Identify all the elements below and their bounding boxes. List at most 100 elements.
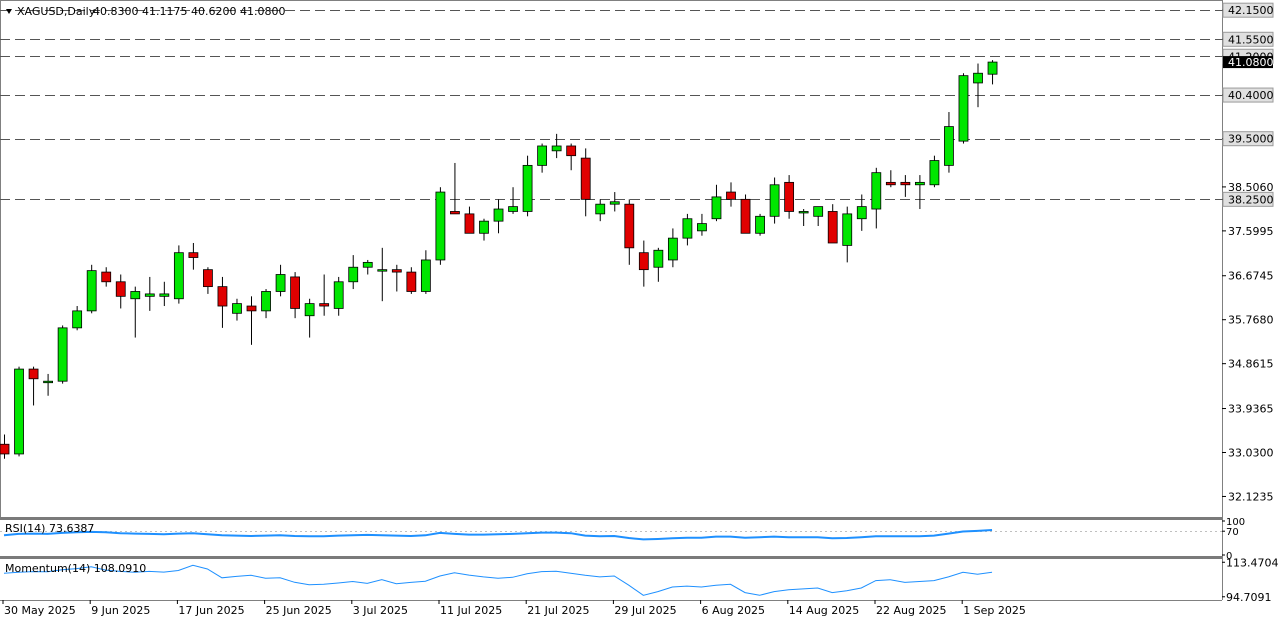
candle — [580, 148, 591, 217]
momentum-label: Momentum(14) 108.0910 — [5, 562, 146, 575]
bear-candle-body — [101, 271, 112, 283]
dropdown-triangle-icon[interactable] — [6, 9, 12, 14]
bear-candle-body — [726, 191, 736, 200]
candle — [479, 218, 489, 241]
candle — [435, 187, 446, 265]
bear-candle-body — [391, 269, 402, 273]
candle — [86, 264, 97, 314]
candle — [159, 281, 170, 307]
candle — [566, 143, 577, 171]
price-tick-label: 33.0300 — [1228, 446, 1274, 459]
candle — [638, 240, 649, 287]
candle — [72, 306, 83, 331]
bear-candle-body — [115, 281, 126, 297]
candle — [842, 206, 853, 263]
candle — [304, 298, 315, 338]
bull-candle-body — [595, 203, 606, 215]
momentum-tick-label: 94.7091 — [1226, 591, 1272, 604]
candle — [784, 175, 795, 219]
bull-candle-body — [798, 211, 809, 214]
candle — [958, 73, 969, 144]
bull-candle-body — [144, 293, 155, 297]
candle — [188, 242, 199, 270]
bull-candle-body — [333, 281, 344, 309]
candle — [769, 177, 780, 224]
candles — [0, 60, 998, 459]
bull-candle-body — [14, 368, 24, 455]
bull-candle-body — [871, 172, 882, 210]
candle — [798, 209, 809, 227]
bear-candle-body — [827, 211, 838, 244]
bull-candle-body — [929, 160, 940, 186]
candle — [726, 182, 736, 207]
price-tick-label: 38.2500 — [1228, 193, 1274, 206]
bull-candle-body — [377, 269, 388, 272]
price-tick-label: 41.5500 — [1228, 33, 1274, 46]
candle — [740, 194, 751, 234]
bull-candle-body — [653, 249, 664, 268]
bear-candle-body — [638, 252, 649, 271]
bear-candle-body — [246, 305, 257, 312]
time-tick-label: 9 Jun 2025 — [91, 604, 150, 617]
candle — [115, 274, 126, 309]
candle — [246, 296, 257, 345]
candle — [14, 366, 24, 457]
candle — [391, 264, 402, 292]
horizontal-levels — [0, 10, 1222, 200]
momentum-separator — [0, 556, 1222, 559]
bull-candle-body — [508, 206, 518, 212]
bear-candle-body — [464, 213, 475, 234]
bear-candle-body — [406, 271, 417, 292]
bull-candle-body — [304, 303, 315, 317]
level-price-box — [1222, 87, 1274, 103]
bear-candle-body — [28, 368, 39, 380]
bear-candle-body — [203, 269, 213, 288]
indicators — [0, 529, 1222, 596]
bull-candle-body — [944, 126, 954, 166]
bear-candle-body — [784, 181, 795, 212]
rsi-tick-label: 70 — [1226, 527, 1239, 538]
rsi-label: RSI(14) 73.6387 — [5, 522, 94, 535]
bull-candle-body — [420, 259, 431, 292]
rsi-tick-label: 0 — [1226, 551, 1232, 562]
symbol-label: XAGUSD,Daily — [17, 5, 96, 18]
bull-candle-body — [43, 380, 53, 384]
bear-candle-body — [217, 286, 228, 307]
bear-candle-body — [624, 203, 635, 249]
candle — [144, 276, 155, 311]
price-tick-label: 37.5995 — [1228, 225, 1274, 238]
bear-candle-body — [885, 181, 896, 186]
candle — [420, 250, 431, 294]
bull-candle-body — [275, 274, 286, 292]
level-price-box — [1222, 31, 1274, 47]
momentum-tick-label: 113.4704 — [1226, 556, 1279, 569]
candle — [275, 264, 286, 297]
candle — [856, 194, 867, 231]
candle — [914, 175, 925, 210]
bear-candle-body — [740, 198, 751, 234]
time-tick-label: 29 Jul 2025 — [614, 604, 676, 617]
candle — [755, 213, 765, 236]
candle — [697, 213, 707, 236]
candle — [653, 247, 664, 282]
candle — [333, 276, 344, 316]
time-tick-label: 1 Sep 2025 — [963, 604, 1026, 617]
candle — [57, 325, 68, 384]
bull-candle-body — [682, 218, 693, 239]
time-tick-label: 6 Aug 2025 — [702, 604, 765, 617]
candle — [101, 267, 112, 287]
rsi-separator — [0, 517, 1222, 520]
bull-candle-body — [435, 191, 446, 261]
candle — [217, 276, 228, 328]
price-tick-label: 38.5060 — [1228, 181, 1274, 194]
bull-candle-body — [522, 164, 533, 212]
price-tick-label: 32.1235 — [1228, 490, 1274, 503]
bull-candle-body — [914, 181, 925, 186]
time-tick-label: 14 Aug 2025 — [789, 604, 859, 617]
candle — [537, 143, 548, 173]
candle — [362, 259, 373, 275]
candle — [28, 366, 39, 406]
bear-candle-body — [290, 276, 301, 309]
bull-candle-body — [667, 237, 678, 261]
